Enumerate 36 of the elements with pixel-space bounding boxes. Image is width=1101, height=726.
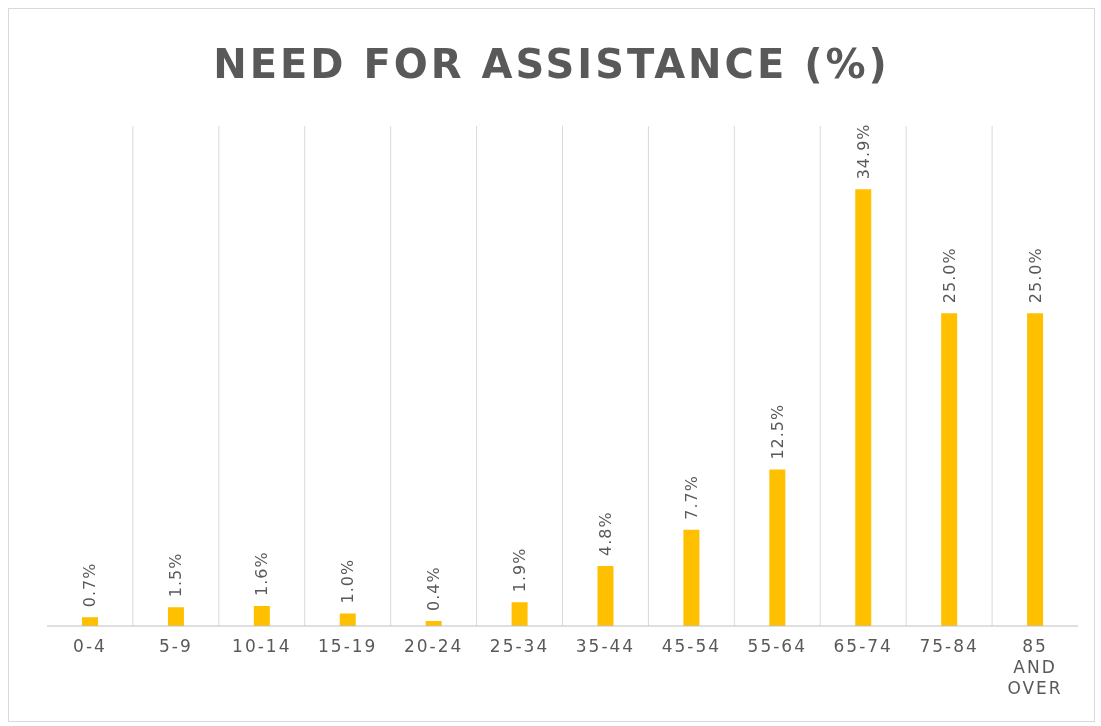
data-label: 12.5% <box>767 403 787 460</box>
x-tick-label: 15-19 <box>318 636 378 656</box>
x-tick-label: 35-44 <box>575 636 636 656</box>
data-label: 1.0% <box>338 558 358 604</box>
bar <box>941 313 958 626</box>
x-tick-label: 20-24 <box>403 636 464 656</box>
data-label: 1.5% <box>166 552 186 598</box>
x-tick-label: 5-9 <box>158 636 193 656</box>
data-label: 0.4% <box>424 566 444 611</box>
bar <box>683 529 700 626</box>
x-tick-label: 75-84 <box>919 636 979 656</box>
bar <box>339 613 356 626</box>
data-label: 0.7% <box>80 562 100 608</box>
data-label: 4.8% <box>596 511 615 556</box>
x-tick-label: 65-74 <box>833 636 893 656</box>
bar <box>1027 313 1044 626</box>
chart-title: NEED FOR ASSISTANCE (%) <box>212 41 891 87</box>
bar <box>855 189 872 626</box>
x-tick-label: 85 AND OVER <box>1007 636 1063 698</box>
data-label: 34.9% <box>853 123 873 180</box>
x-tick-label: 45-54 <box>661 636 722 656</box>
x-tick-label: 55-64 <box>747 636 807 656</box>
data-label: 25.0% <box>1025 247 1045 304</box>
x-tick-label: 25-34 <box>489 636 550 656</box>
data-label: 1.6% <box>252 551 272 596</box>
bar <box>253 605 270 626</box>
bar <box>82 617 98 626</box>
bar <box>511 602 528 626</box>
bar <box>769 469 786 626</box>
x-tick-label: 10-14 <box>232 636 292 656</box>
bar <box>167 607 184 626</box>
data-label: 7.7% <box>681 475 701 520</box>
x-tick-label: 0-4 <box>73 636 107 656</box>
data-label: 1.9% <box>510 547 530 593</box>
bar <box>597 565 614 626</box>
data-label: 25.0% <box>939 247 959 304</box>
